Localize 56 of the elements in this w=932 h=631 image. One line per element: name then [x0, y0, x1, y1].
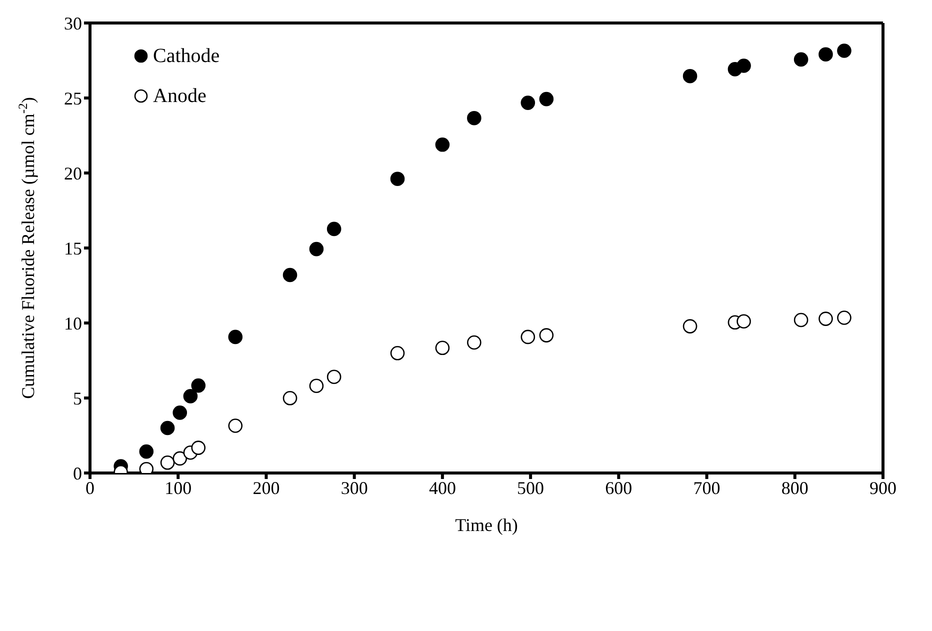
point	[139, 444, 154, 459]
y-tick-label: 30	[64, 13, 82, 34]
point	[282, 268, 298, 282]
point	[172, 451, 188, 466]
x-axis-title: Time (h)	[455, 515, 518, 535]
point	[837, 310, 852, 325]
y-tick-label: 15	[64, 238, 82, 258]
y-tick-label: 10	[64, 313, 82, 334]
point	[539, 328, 554, 342]
point	[837, 44, 852, 58]
point	[326, 222, 342, 236]
point	[309, 242, 324, 256]
x-tick-label: 800	[781, 478, 808, 498]
point	[794, 312, 808, 328]
x-tick-label: 0	[86, 478, 94, 498]
x-tick-label: 200	[252, 478, 280, 498]
x-tick-label: 400	[428, 478, 456, 498]
point	[682, 319, 698, 334]
point	[172, 406, 188, 420]
point	[467, 335, 482, 350]
point	[160, 456, 175, 470]
point	[520, 330, 536, 344]
legend-label: Cathode	[153, 44, 220, 68]
x-tick-label: 900	[870, 478, 896, 498]
point	[520, 96, 536, 110]
point	[467, 110, 482, 126]
point	[309, 378, 324, 393]
point	[390, 172, 405, 186]
point	[435, 340, 450, 356]
point	[390, 346, 405, 360]
point	[736, 58, 751, 73]
point	[183, 389, 198, 404]
x-tick-label: 700	[693, 478, 720, 498]
x-tick-label: 600	[605, 478, 632, 498]
point	[682, 68, 698, 84]
x-tick-label: 100	[164, 478, 192, 498]
point	[736, 314, 751, 328]
point	[818, 312, 833, 326]
point	[794, 52, 808, 67]
point	[228, 418, 243, 433]
x-tick-label: 300	[340, 478, 368, 498]
point	[818, 47, 833, 62]
y-tick-label: 5	[73, 388, 82, 408]
point	[326, 370, 342, 384]
point	[191, 378, 206, 393]
legend-label: Anode	[153, 84, 206, 108]
y-tick-label: 25	[64, 88, 82, 108]
x-tick-label: 500	[517, 478, 544, 498]
point	[191, 440, 206, 455]
y-tick-label: 20	[64, 163, 82, 184]
point	[160, 420, 175, 436]
point	[539, 92, 554, 106]
y-tick-label: 0	[73, 463, 82, 484]
point	[282, 391, 298, 406]
point	[228, 330, 243, 344]
point	[435, 138, 450, 152]
